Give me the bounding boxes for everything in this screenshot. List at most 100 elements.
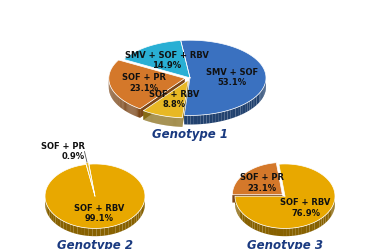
Polygon shape — [127, 103, 128, 112]
Polygon shape — [136, 212, 139, 222]
Polygon shape — [312, 222, 315, 231]
Polygon shape — [268, 227, 271, 235]
Polygon shape — [286, 228, 289, 236]
Polygon shape — [219, 112, 222, 122]
Polygon shape — [263, 87, 264, 98]
Polygon shape — [301, 226, 304, 235]
Polygon shape — [184, 78, 190, 124]
Polygon shape — [197, 115, 200, 124]
Text: Genotype 2: Genotype 2 — [57, 239, 133, 249]
Polygon shape — [146, 112, 147, 121]
Polygon shape — [137, 108, 138, 117]
Polygon shape — [170, 117, 171, 126]
Polygon shape — [47, 205, 48, 215]
Polygon shape — [119, 223, 123, 232]
Polygon shape — [315, 221, 317, 230]
Polygon shape — [176, 118, 177, 126]
Polygon shape — [85, 228, 89, 236]
Polygon shape — [153, 114, 154, 123]
Polygon shape — [225, 111, 228, 120]
Polygon shape — [142, 205, 143, 215]
Polygon shape — [271, 227, 274, 235]
Polygon shape — [45, 164, 145, 228]
Polygon shape — [292, 228, 295, 236]
Polygon shape — [139, 210, 140, 220]
Polygon shape — [235, 196, 285, 204]
Text: SOF + PR
0.9%: SOF + PR 0.9% — [41, 142, 84, 161]
Polygon shape — [134, 214, 136, 224]
Polygon shape — [309, 223, 312, 232]
Polygon shape — [260, 92, 261, 102]
Polygon shape — [149, 113, 150, 122]
Polygon shape — [154, 114, 155, 123]
Polygon shape — [245, 103, 247, 113]
Polygon shape — [143, 111, 144, 120]
Polygon shape — [274, 228, 277, 236]
Polygon shape — [239, 210, 241, 219]
Text: SOF + PR
23.1%: SOF + PR 23.1% — [240, 173, 284, 193]
Polygon shape — [156, 115, 157, 124]
Polygon shape — [233, 163, 282, 195]
Polygon shape — [289, 228, 292, 236]
Polygon shape — [263, 225, 265, 234]
Polygon shape — [317, 220, 319, 229]
Polygon shape — [140, 207, 142, 218]
Polygon shape — [283, 228, 286, 236]
Text: SOF + RBV
99.1%: SOF + RBV 99.1% — [74, 204, 124, 223]
Polygon shape — [147, 112, 148, 121]
Text: SOF + RBV
76.9%: SOF + RBV 76.9% — [280, 198, 331, 218]
Polygon shape — [143, 80, 188, 118]
Polygon shape — [139, 108, 140, 118]
Polygon shape — [89, 228, 93, 236]
Polygon shape — [77, 226, 81, 235]
Polygon shape — [166, 116, 167, 125]
Polygon shape — [325, 214, 327, 223]
Polygon shape — [182, 80, 188, 127]
Polygon shape — [152, 114, 153, 123]
Polygon shape — [244, 215, 246, 224]
Polygon shape — [262, 89, 263, 99]
Polygon shape — [191, 115, 194, 124]
Polygon shape — [115, 93, 116, 103]
Polygon shape — [168, 117, 169, 126]
Polygon shape — [242, 213, 244, 223]
Polygon shape — [131, 105, 133, 115]
Polygon shape — [261, 90, 262, 101]
Polygon shape — [264, 84, 265, 95]
Polygon shape — [222, 111, 225, 121]
Polygon shape — [238, 208, 239, 217]
Polygon shape — [295, 227, 298, 236]
Polygon shape — [48, 207, 49, 217]
Polygon shape — [138, 108, 139, 118]
Polygon shape — [200, 115, 203, 124]
Polygon shape — [298, 227, 301, 235]
Polygon shape — [258, 93, 260, 104]
Polygon shape — [158, 115, 159, 124]
Polygon shape — [330, 208, 331, 218]
Polygon shape — [251, 99, 253, 109]
Polygon shape — [171, 117, 172, 126]
Polygon shape — [233, 195, 282, 203]
Polygon shape — [210, 114, 213, 123]
Polygon shape — [203, 115, 207, 124]
Polygon shape — [174, 117, 175, 126]
Polygon shape — [128, 103, 129, 113]
Polygon shape — [144, 111, 145, 120]
Polygon shape — [81, 227, 85, 236]
Polygon shape — [93, 228, 97, 236]
Polygon shape — [277, 228, 280, 236]
Text: Genotype 1: Genotype 1 — [152, 128, 228, 141]
Polygon shape — [250, 219, 252, 228]
Polygon shape — [160, 115, 161, 124]
Polygon shape — [112, 226, 116, 234]
Polygon shape — [105, 227, 108, 236]
Polygon shape — [165, 116, 166, 125]
Polygon shape — [161, 116, 162, 125]
Polygon shape — [157, 115, 158, 124]
Polygon shape — [172, 117, 173, 126]
Polygon shape — [155, 114, 156, 124]
Polygon shape — [243, 104, 245, 114]
Polygon shape — [256, 95, 258, 105]
Polygon shape — [129, 218, 131, 228]
Polygon shape — [112, 90, 113, 100]
